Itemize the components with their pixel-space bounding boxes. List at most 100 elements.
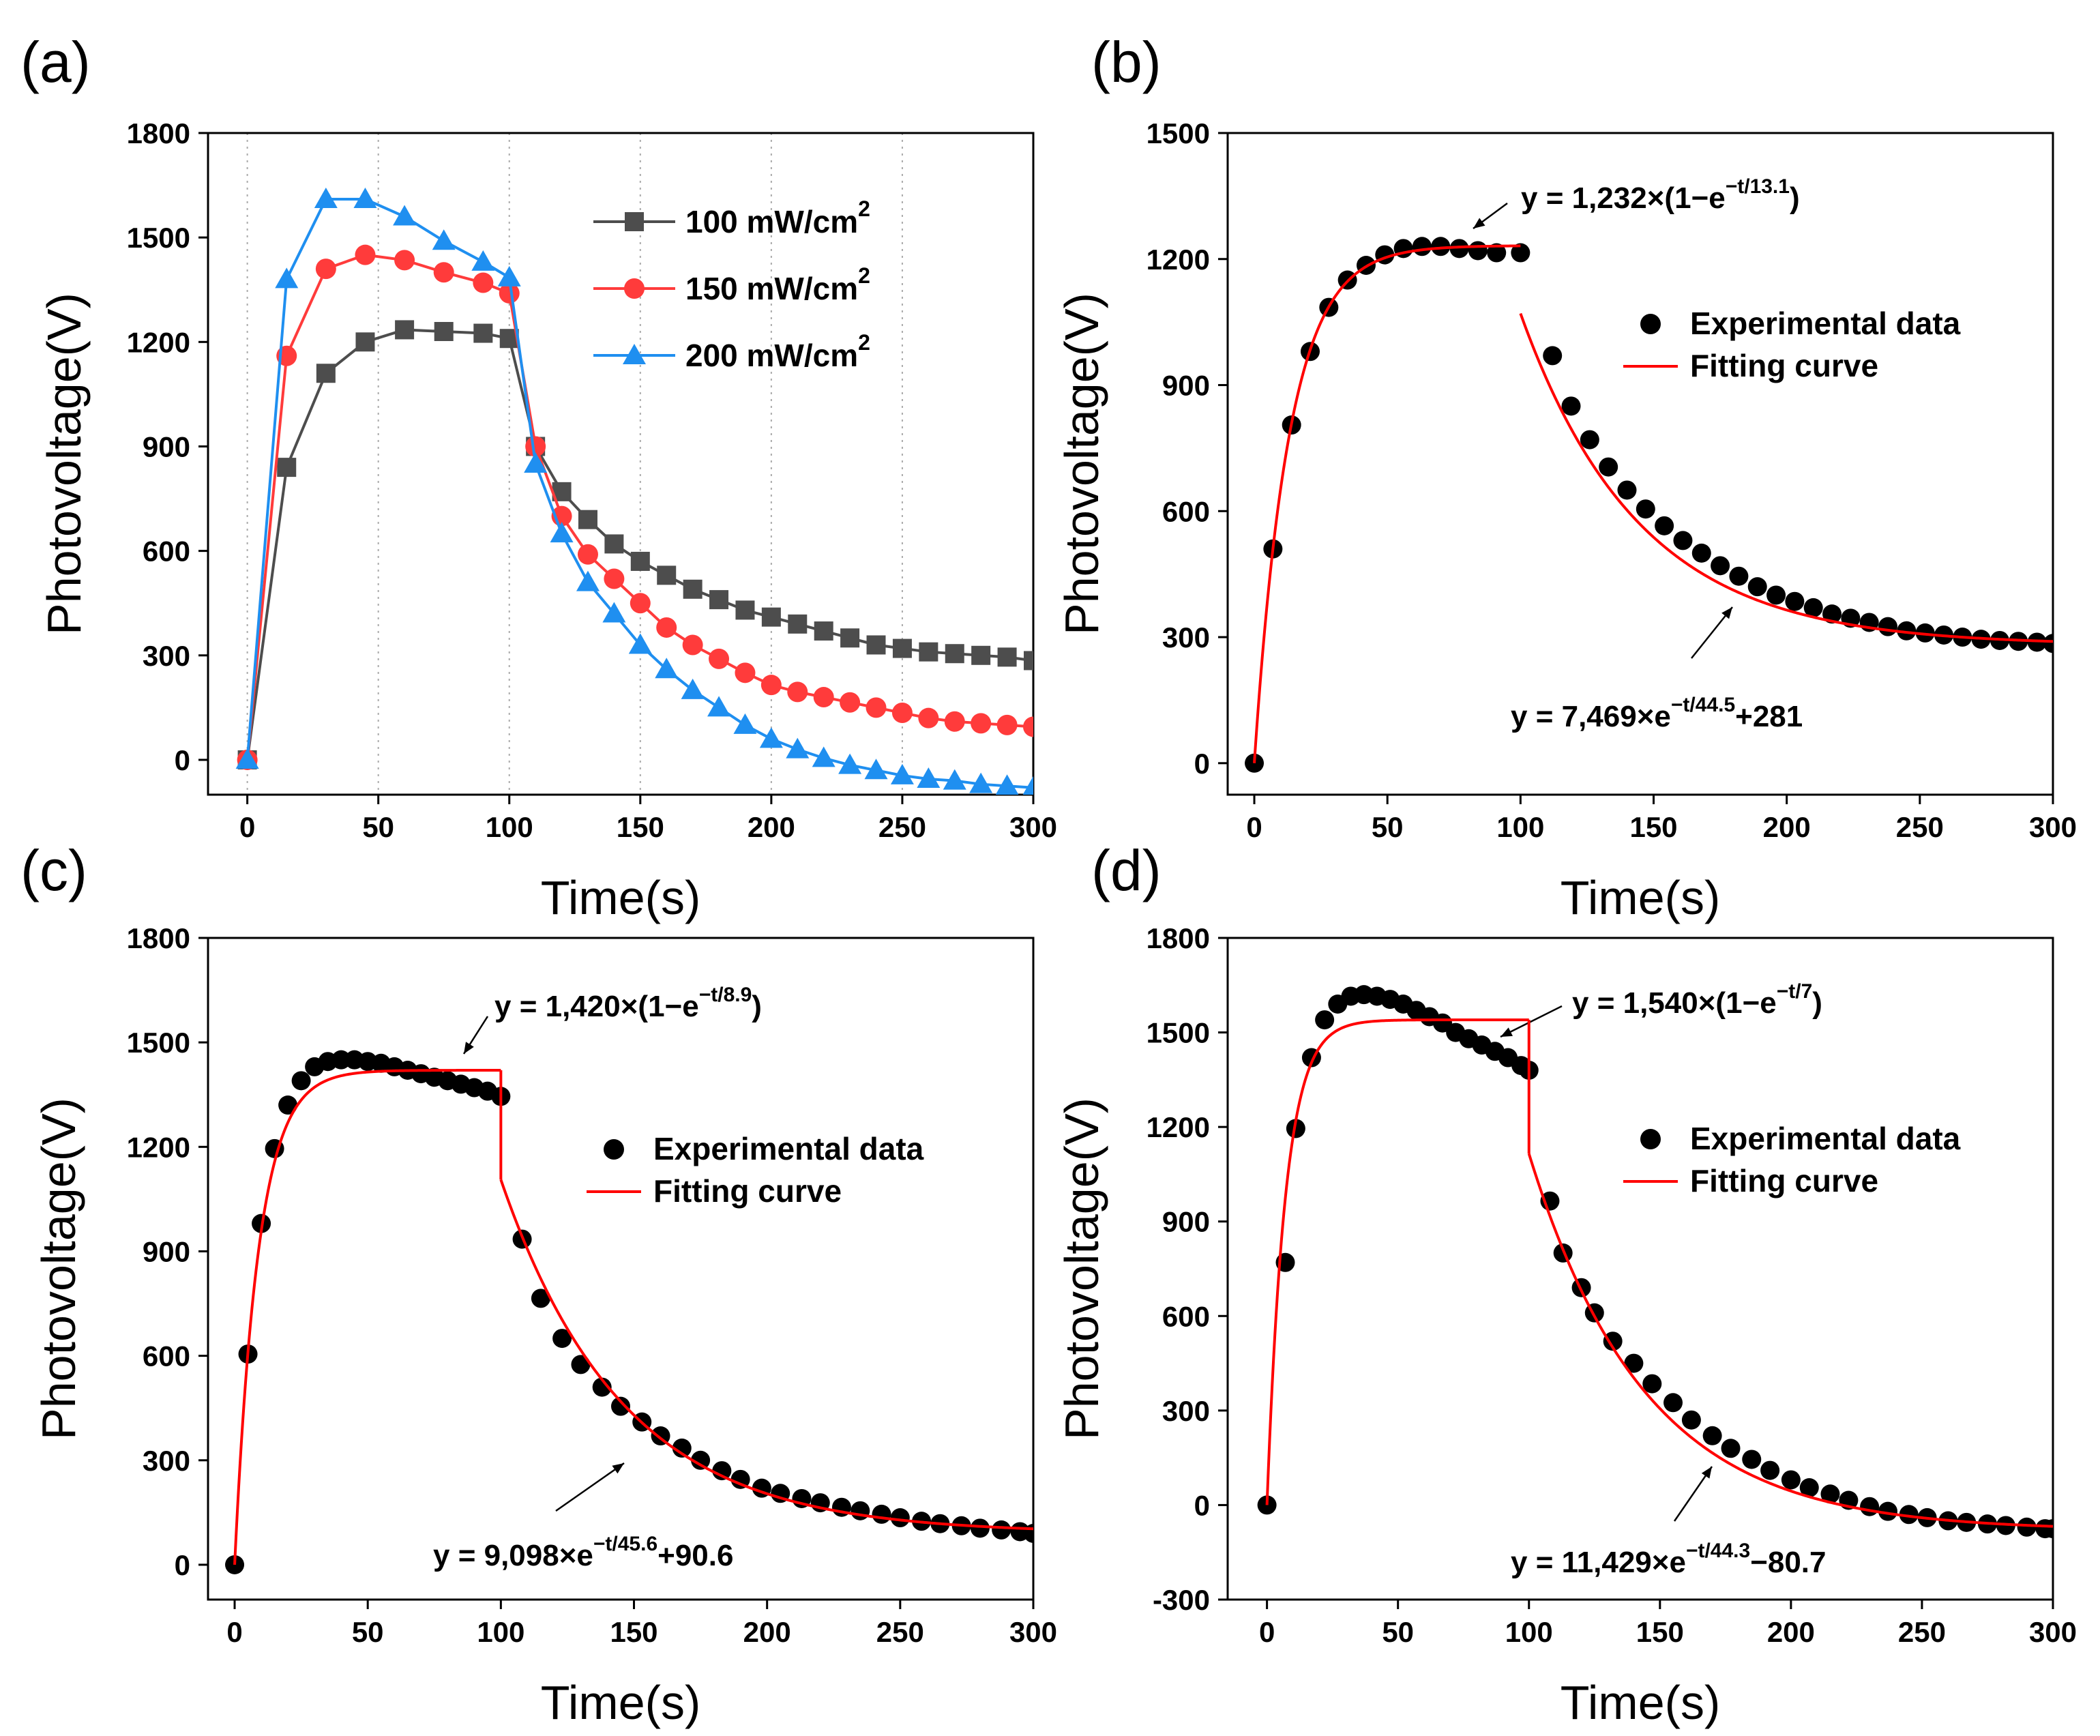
x-tick-label: 0 [239,811,255,843]
data-point [864,759,888,780]
y-tick-label: 1200 [1147,1111,1210,1143]
data-point [838,753,862,774]
data-point [890,763,914,784]
y-tick-label: 1200 [1147,244,1210,276]
y-tick-label: 300 [143,1445,190,1477]
plot-area [235,188,1033,795]
data-point [759,727,783,748]
panel-c: 0 50 100 150 200 250 300 0 300 600 900 1200 1500 1800… [20,838,1057,1729]
data-point [1642,1374,1662,1394]
arrow-head [1473,218,1485,229]
legend-sup: 2 [858,330,870,355]
arrow-head [1721,607,1732,619]
data-point [655,658,679,679]
equation-text: y = 1,232×(1−e−t/13.1) [1521,175,1800,215]
legend-label: 100 mW/cm2 [685,196,870,239]
equation-tail: +281 [1735,700,1803,733]
data-point [577,544,598,565]
data-point [331,1050,351,1070]
equation-text: y = 1,540×(1−e−t/7) [1572,980,1822,1020]
data-point [840,628,860,648]
data-point [2043,634,2053,653]
data-point [434,322,454,341]
data-point [890,1508,910,1528]
data-point [395,320,415,340]
x-tick-label: 50 [352,1616,384,1648]
data-point [2043,1519,2053,1539]
equation-main: y = 9,098×e [433,1539,593,1572]
data-point [1449,239,1469,259]
data-point [355,244,376,265]
data-point [571,1355,591,1374]
series-1 [237,320,1033,769]
data-point [709,590,729,610]
arrow-head [1500,1027,1513,1037]
x-tick-label: 250 [878,811,926,843]
data-point [944,711,965,732]
data-point [1431,237,1451,256]
equation-exponent: −t/13.1 [1726,175,1790,198]
data-point [1803,598,1823,617]
data-point [1721,1439,1741,1458]
legend-marker [604,1139,624,1160]
fit-equation-rise: y = 1,232×(1−e−t/13.1) [1473,175,1800,230]
data-point [630,593,651,614]
data-point [866,635,886,655]
data-point [473,272,494,293]
data-point [1024,651,1033,671]
legend-label: Experimental data [1690,306,1961,341]
legend-entry-experimental: Experimental data [604,1131,924,1166]
x-tick-label: 100 [1505,1616,1553,1648]
data-point [578,510,597,529]
data-point [550,522,574,543]
data-point [552,1329,572,1349]
y-tick-label: 0 [175,1549,190,1581]
data-point [851,1501,870,1520]
data-point [707,696,731,717]
x-tick-label: 200 [748,811,795,843]
series-3 [235,188,1033,795]
series-line [246,328,1033,761]
x-tick-label: 300 [1009,1616,1057,1648]
legend-label: 200 mW/cm2 [685,330,870,373]
data-point [1617,480,1637,500]
data-point [524,452,548,473]
fit-curve-rise [233,1069,501,1565]
data-point [918,707,939,729]
y-tick-label: 900 [143,1235,190,1267]
x-tick-label: 200 [743,1616,791,1648]
legend-entry-1: 100 mW/cm2 [593,196,870,239]
y-tick-label: 900 [1162,1206,1210,1238]
y-tick-label: 600 [143,1340,190,1372]
legend-label: 150 mW/cm2 [685,263,870,306]
data-point [683,579,703,599]
data-point [1878,617,1897,636]
data-point [943,769,966,790]
arrow-line [1500,1005,1563,1038]
fit-equation-decay: y = 9,098×e−t/45.6+90.6 [433,1462,733,1572]
arrow-line [555,1462,625,1512]
data-point [1691,543,1711,563]
equation-tail: +90.6 [657,1539,733,1572]
data-point [592,1377,612,1397]
fit-curve-decay [1519,312,2053,643]
x-tick-label: 100 [477,1616,524,1648]
x-tick-label: 50 [1382,1616,1414,1648]
x-tick-label: 300 [2029,1616,2077,1648]
data-point [656,617,677,638]
x-tick-label: 250 [1898,1616,1946,1648]
data-point [1599,457,1618,477]
y-tick-label: 1800 [127,117,190,149]
data-point [1878,1501,1897,1521]
data-point [1820,1484,1840,1504]
fit-curve-rise [1265,1018,1529,1505]
data-point [1023,716,1033,737]
data-point [497,265,521,286]
panel-b: 0 50 100 150 200 250 300 0 300 600 900 1200 1500 Time… [1055,30,2077,924]
series-line [246,198,1033,789]
data-point [316,364,336,383]
equation-text: y = 1,420×(1−e−t/8.9) [494,984,762,1023]
data-point [353,188,377,208]
y-axis-title: Photovoltage(V) [1055,1098,1108,1440]
x-tick-label: 100 [486,811,533,843]
